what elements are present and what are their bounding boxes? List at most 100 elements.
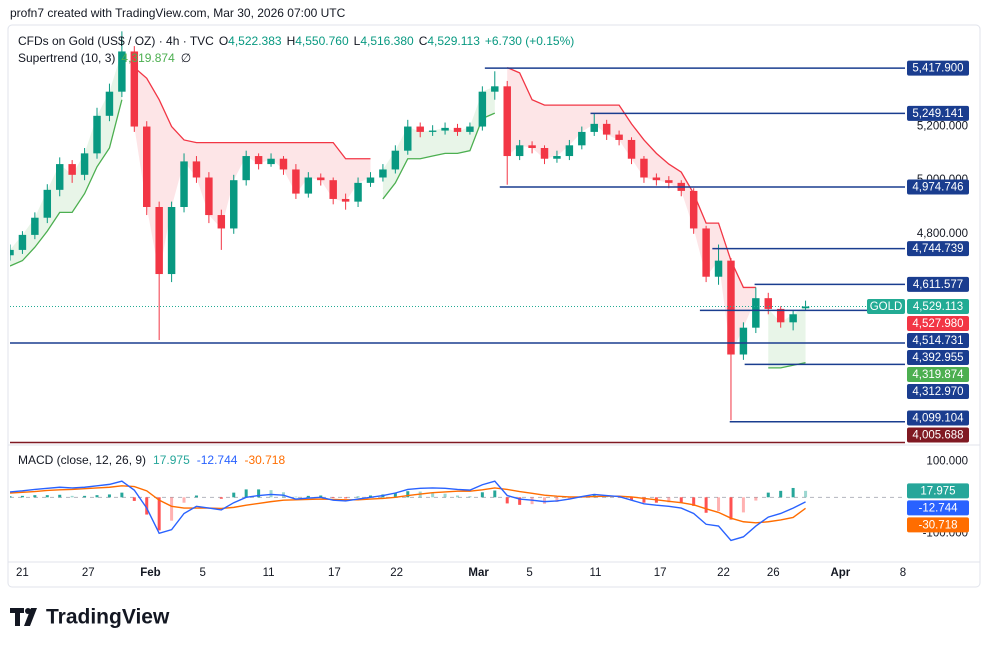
candle-body <box>379 169 386 177</box>
candle-body <box>416 127 423 132</box>
candle-body <box>752 298 759 328</box>
histogram-bar <box>444 494 447 498</box>
candle-body <box>31 218 38 235</box>
candle-body <box>702 228 709 276</box>
price-label: 4,744.739 <box>912 243 963 255</box>
candle-body <box>242 156 249 180</box>
candle-body <box>354 183 361 202</box>
candle-body <box>640 159 647 178</box>
legend-part: C <box>419 34 428 48</box>
candle-body <box>789 314 796 322</box>
candle-body <box>466 127 473 132</box>
histogram-bar <box>245 489 248 497</box>
candle-body <box>267 159 274 164</box>
x-tick-label: 11 <box>263 567 275 579</box>
x-tick-label: 5 <box>526 567 532 579</box>
candle-body <box>479 92 486 127</box>
candle-body <box>180 161 187 207</box>
x-tick-label: Mar <box>468 567 489 579</box>
x-tick-label: 22 <box>390 567 403 579</box>
x-tick-label: 11 <box>590 567 602 579</box>
histogram-bar <box>33 495 36 497</box>
histogram-bar <box>195 496 198 498</box>
indicator-legend: Supertrend (10, 3)4,319.874∅ <box>18 51 191 65</box>
candle-body <box>715 261 722 277</box>
histogram-bar <box>96 495 99 497</box>
candle-body <box>292 169 299 193</box>
histogram-bar <box>294 497 297 498</box>
price-label: 4,527.980 <box>912 318 963 330</box>
candle-body <box>392 151 399 170</box>
candle-body <box>81 153 88 174</box>
symbol-tag: GOLD <box>870 301 903 313</box>
x-tick-label: 27 <box>82 567 95 579</box>
candle-body <box>566 145 573 156</box>
price-label: -12.744 <box>918 502 958 514</box>
histogram-bar <box>767 493 770 498</box>
candle-body <box>603 124 610 135</box>
candle-body <box>305 178 312 194</box>
histogram-bar <box>170 497 173 520</box>
histogram-bar <box>779 491 782 497</box>
candle-body <box>429 131 436 132</box>
price-label: 4,099.104 <box>912 413 964 425</box>
legend-part: 4,319.874 <box>121 51 175 65</box>
candle-body <box>342 199 349 202</box>
candle-body <box>516 145 523 156</box>
price-label: 5,417.900 <box>912 63 963 75</box>
candle-body <box>528 145 535 148</box>
x-tick-label: 8 <box>900 567 906 579</box>
candle-body <box>367 178 374 183</box>
brand: TradingView <box>46 606 170 629</box>
y-tick-label: 100.000 <box>926 455 968 467</box>
watermark: profn7 created with TradingView.com, Mar… <box>10 6 346 20</box>
y-tick-label: 5,200.000 <box>917 121 968 133</box>
legend-part: 4,550.760 <box>295 34 349 48</box>
price-label: 17.975 <box>920 485 955 497</box>
candle-body <box>454 128 461 132</box>
candle-body <box>591 124 598 132</box>
legend-part: Supertrend (10, 3) <box>18 51 115 65</box>
histogram-bar <box>183 497 186 502</box>
histogram-bar <box>792 488 795 497</box>
histogram-bar <box>83 496 86 497</box>
x-tick-label: 21 <box>16 567 29 579</box>
candle-body <box>441 128 448 131</box>
histogram-bar <box>220 497 223 498</box>
candle-body <box>68 164 75 175</box>
histogram-bar <box>804 491 807 497</box>
price-label: -30.718 <box>918 519 957 531</box>
candle-body <box>665 180 672 183</box>
logo-stem <box>15 608 20 626</box>
candle-body <box>317 178 324 181</box>
histogram-bar <box>71 496 74 497</box>
legend-part: -30.718 <box>244 453 285 467</box>
price-label: 4,392.955 <box>912 352 963 364</box>
price-label: 5,249.141 <box>912 108 963 120</box>
histogram-bar <box>493 490 496 497</box>
price-label: 4,611.577 <box>913 279 963 291</box>
histogram-bar <box>468 496 471 497</box>
x-tick-label: 22 <box>717 567 730 579</box>
price-label: 4,974.746 <box>912 181 963 193</box>
candle-body <box>578 132 585 145</box>
histogram-bar <box>506 497 509 503</box>
candle-body <box>93 116 100 154</box>
histogram-bar <box>742 497 745 512</box>
histogram-bar <box>705 497 708 512</box>
price-label: 4,514.731 <box>912 335 963 347</box>
candle-body <box>628 140 635 159</box>
candle-body <box>765 298 772 309</box>
candle-body <box>503 86 510 156</box>
x-tick-label: Feb <box>140 567 160 579</box>
histogram-bar <box>46 495 49 497</box>
x-tick-label: Apr <box>830 567 850 579</box>
price-label: 4,005.688 <box>912 430 963 442</box>
histogram-bar <box>120 493 123 498</box>
candle-body <box>690 191 697 229</box>
histogram-bar <box>108 494 111 497</box>
legend-part: CFDs on Gold (US$ / OZ) · 4h · TVC <box>18 34 214 48</box>
candle-body <box>143 127 150 207</box>
